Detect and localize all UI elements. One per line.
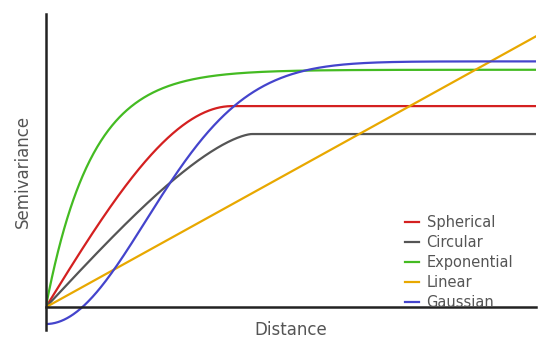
X-axis label: Distance: Distance xyxy=(255,321,327,339)
Y-axis label: Semivariance: Semivariance xyxy=(14,115,32,228)
Legend: Spherical, Circular, Exponential, Linear, Gaussian: Spherical, Circular, Exponential, Linear… xyxy=(399,209,519,316)
